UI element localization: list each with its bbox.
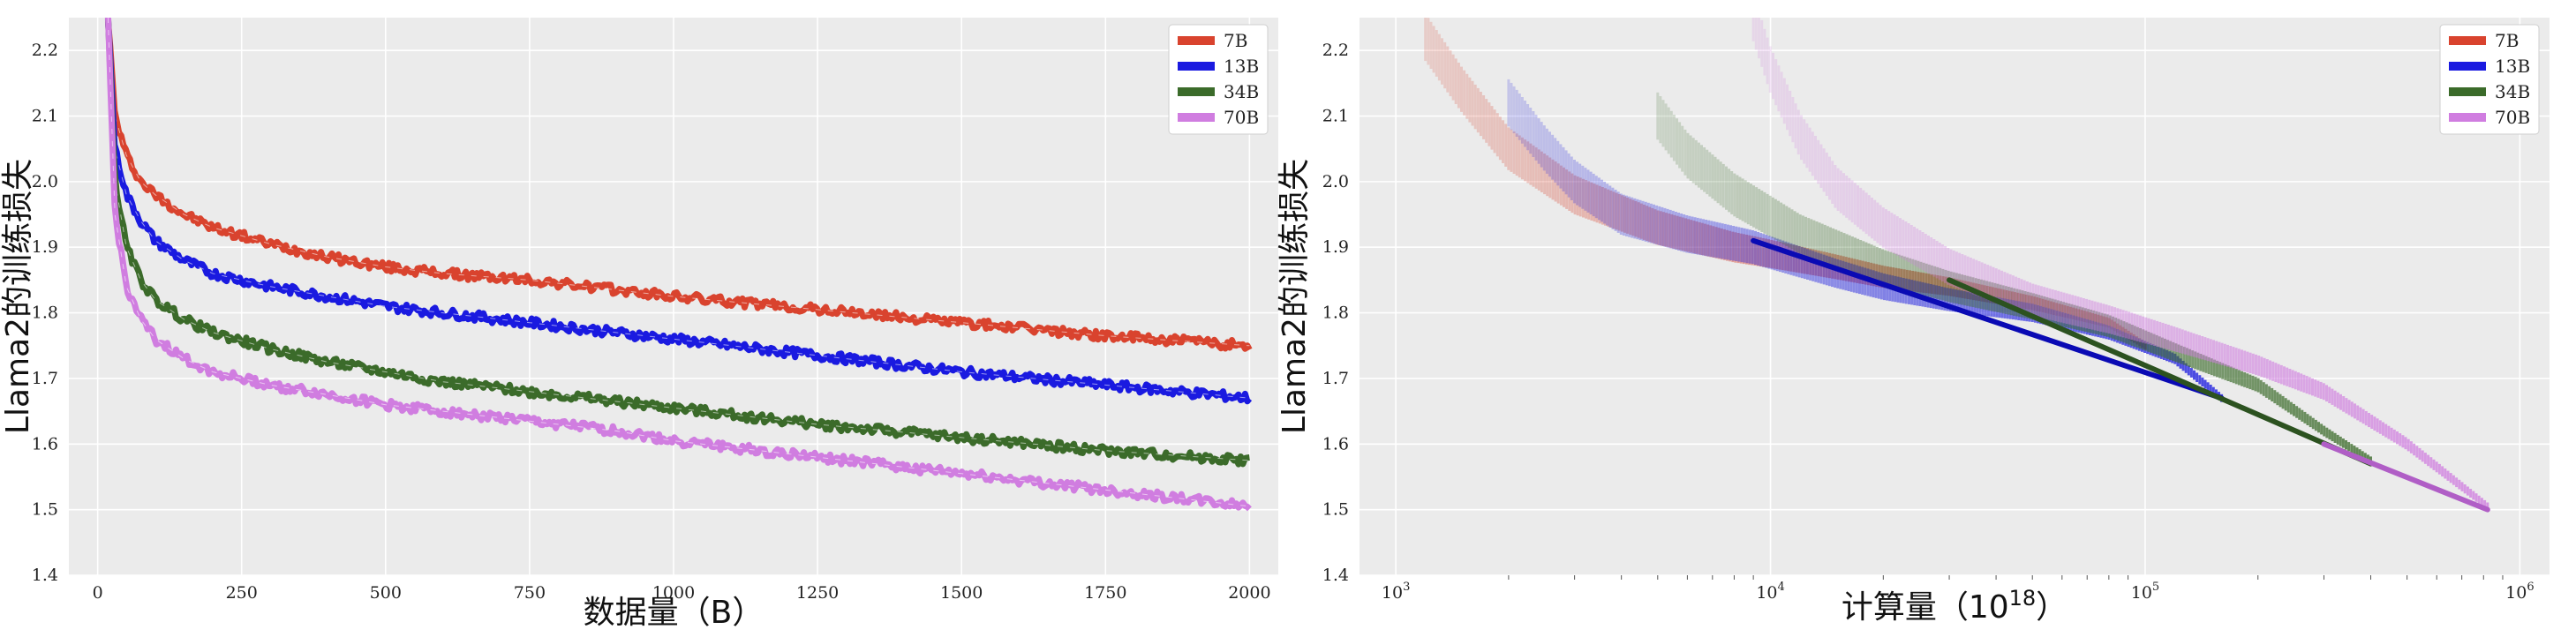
fit-line-34B xyxy=(107,18,1250,461)
legend-box xyxy=(2439,24,2540,135)
legend-swatch-34B xyxy=(1178,87,1215,96)
trend-line xyxy=(1947,277,2374,467)
y-tick-label: 1.9 xyxy=(32,237,58,257)
x-tick-label: 104 xyxy=(1756,581,1784,603)
y-tick-label: 1.5 xyxy=(1322,500,1349,520)
y-axis-title: Llama2的训练损失 xyxy=(1277,159,1313,434)
chart-compute-loss: 1.4 1.5 1.6 1.7 1.8 1.9 2.0 2.1 2.2 103 104 105 106 L… xyxy=(1277,18,2550,626)
y-tick-label: 1.8 xyxy=(32,304,58,323)
y-tick-label: 2.2 xyxy=(1322,41,1349,60)
x-tick-label: 500 xyxy=(370,583,402,603)
y-tick-label: 1.8 xyxy=(1322,304,1349,323)
legend-box xyxy=(1168,24,1269,135)
y-tick-label: 1.4 xyxy=(32,566,58,585)
legend-label-13B: 13B xyxy=(1224,56,1259,77)
legend-label-7B: 7B xyxy=(2495,30,2519,51)
x-tick-label: 250 xyxy=(226,583,258,603)
legend-swatch-34B xyxy=(2449,87,2486,96)
series-line-7B xyxy=(104,21,1253,352)
legend-swatch-70B xyxy=(1178,113,1215,122)
legend-swatch-13B xyxy=(2449,62,2486,71)
series-line-13B xyxy=(104,19,1253,405)
fit-line-70B xyxy=(107,18,1250,507)
legend-label-13B: 13B xyxy=(2495,56,2530,77)
trend-line xyxy=(2321,441,2490,513)
series-70B xyxy=(104,18,1252,512)
series-line-70B xyxy=(104,18,1252,512)
x-tick-label: 106 xyxy=(2505,581,2534,603)
y-tick-label: 2.0 xyxy=(32,172,58,191)
y-tick-label: 1.9 xyxy=(1322,237,1349,257)
y-tick-label: 1.5 xyxy=(32,500,58,520)
x-tick-label: 2000 xyxy=(1228,583,1270,603)
x-tick-label: 1500 xyxy=(940,583,983,603)
y-tick-label: 1.7 xyxy=(1322,369,1349,388)
y-tick-label: 2.0 xyxy=(1322,172,1349,191)
legend-label-70B: 70B xyxy=(1224,107,1259,128)
chart-data-volume-loss: 1.4 1.5 1.6 1.7 1.8 1.9 2.0 2.1 2.2 0 250 500 750 100… xyxy=(0,18,1278,631)
y-tick-label: 1.4 xyxy=(1322,566,1349,585)
legend-swatch-13B xyxy=(1178,62,1215,71)
y-tick-label: 2.2 xyxy=(32,41,58,60)
x-tick-label: 1250 xyxy=(796,583,839,603)
fit-line-7B xyxy=(107,18,1250,347)
legend-label-34B: 34B xyxy=(1224,81,1259,102)
legend-label-34B: 34B xyxy=(2495,81,2530,102)
legend: 7B 13B 34B 70B xyxy=(1168,24,1269,135)
legend-label-70B: 70B xyxy=(2495,107,2530,128)
series-line-34B xyxy=(104,18,1251,468)
legend-swatch-7B xyxy=(2449,36,2486,45)
series-7B xyxy=(104,18,1253,352)
series-34B xyxy=(104,18,1251,468)
y-tick-label: 2.1 xyxy=(1322,107,1349,126)
x-axis-title: 数据量（B） xyxy=(584,595,765,631)
x-tick-label: 1750 xyxy=(1084,583,1126,603)
x-tick-label: 103 xyxy=(1382,581,1410,603)
y-tick-label: 1.7 xyxy=(32,369,58,388)
legend: 7B 13B 34B 70B xyxy=(2439,24,2540,135)
trend-line xyxy=(1751,237,2225,401)
y-axis-title: Llama2的训练损失 xyxy=(0,159,36,434)
legend-label-7B: 7B xyxy=(1224,30,1247,51)
legend-swatch-70B xyxy=(2449,113,2486,122)
x-tick-label: 105 xyxy=(2131,581,2159,603)
x-tick-label: 1000 xyxy=(652,583,695,603)
x-axis-title: 计算量（1018） xyxy=(1842,586,2068,626)
x-tick-label: 750 xyxy=(514,583,546,603)
y-tick-label: 1.6 xyxy=(1322,434,1349,453)
series-13B xyxy=(104,18,1253,405)
legend-swatch-7B xyxy=(1178,36,1215,45)
fit-line-13B xyxy=(107,18,1250,399)
y-tick-label: 2.1 xyxy=(32,107,58,126)
y-tick-label: 1.6 xyxy=(32,434,58,453)
x-tick-label: 0 xyxy=(93,583,103,603)
